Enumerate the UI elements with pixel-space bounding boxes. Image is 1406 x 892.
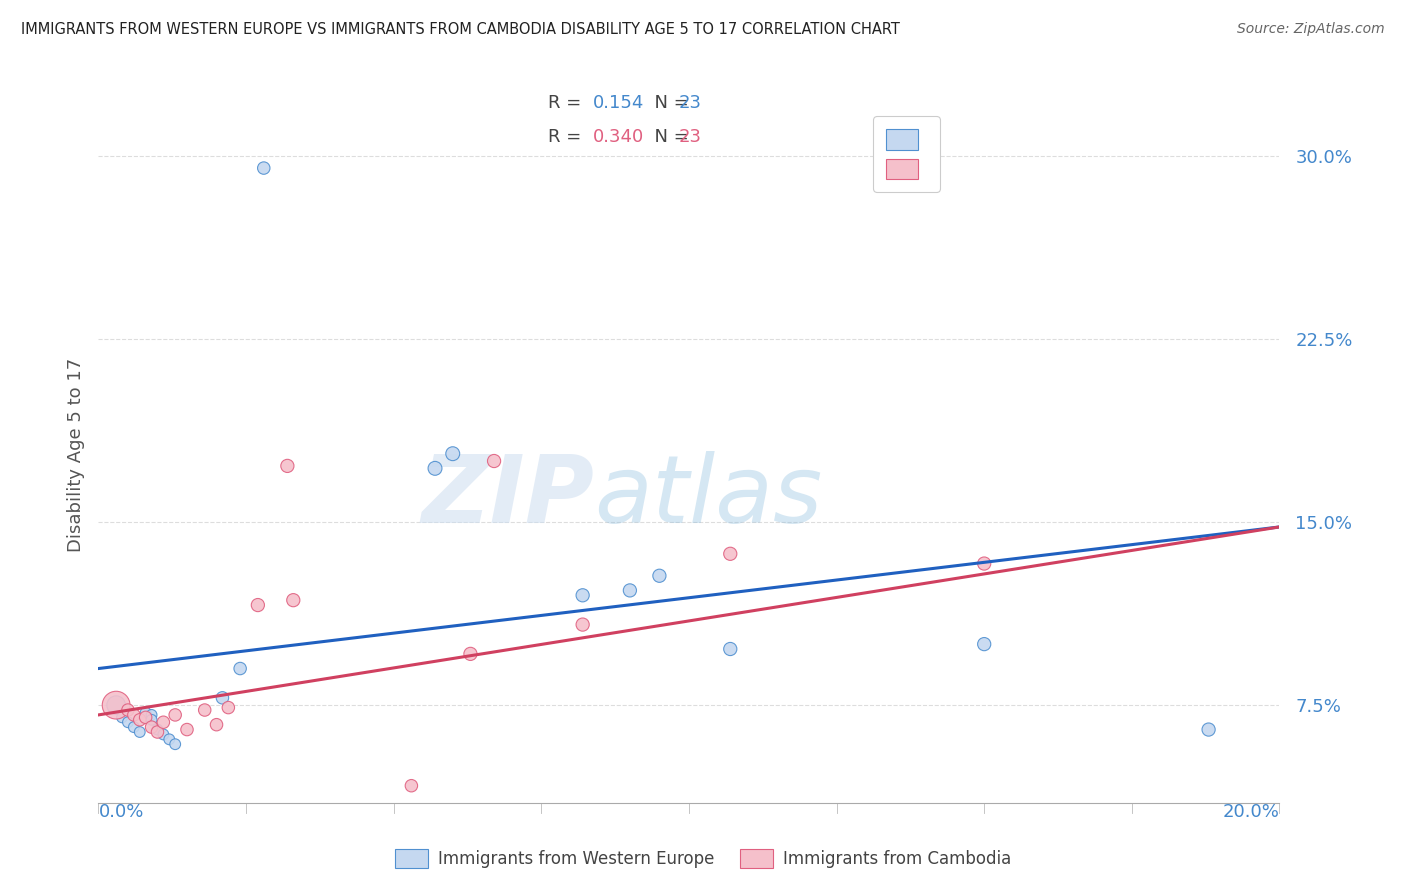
Text: 23: 23 [679,128,702,145]
Text: atlas: atlas [595,451,823,542]
Point [105,698,128,713]
Point [135,706,157,720]
Point [973,557,995,571]
Point [135,710,157,724]
Point [141,713,163,727]
Point [217,700,239,714]
Point [441,447,464,461]
Point [205,717,228,731]
Point [283,593,305,607]
Point [718,547,741,561]
Point [648,568,671,582]
Point [128,725,150,739]
Point [165,737,187,751]
Point [117,703,139,717]
Point [176,723,198,737]
Text: Source: ZipAtlas.com: Source: ZipAtlas.com [1237,22,1385,37]
Point [460,647,482,661]
Text: 0.340: 0.340 [593,128,644,145]
Point [229,661,252,675]
Text: ZIP: ZIP [422,450,595,542]
Y-axis label: Disability Age 5 to 17: Disability Age 5 to 17 [66,358,84,552]
Point [146,725,169,739]
Point [122,720,145,734]
Point [165,707,187,722]
Text: 0.154: 0.154 [593,94,645,112]
Point [152,715,174,730]
Text: 0.0%: 0.0% [98,803,143,821]
Point [146,723,169,737]
Text: N =: N = [643,94,695,112]
Point [105,698,128,713]
Point [111,710,134,724]
Point [401,779,423,793]
Point [482,454,505,468]
Point [152,727,174,741]
Point [253,161,276,175]
Point [194,703,217,717]
Text: 23: 23 [679,94,702,112]
Legend: Immigrants from Western Europe, Immigrants from Cambodia: Immigrants from Western Europe, Immigran… [388,842,1018,875]
Point [423,461,446,475]
Point [141,707,163,722]
Text: R =: R = [548,128,588,145]
Point [571,588,593,602]
Point [276,458,298,473]
Point [122,707,145,722]
Point [246,598,269,612]
Point [1198,723,1220,737]
Point [128,713,150,727]
Point [718,642,741,657]
Text: 20.0%: 20.0% [1223,803,1279,821]
Text: N =: N = [643,128,695,145]
Legend: , : , [873,116,939,192]
Point [117,715,139,730]
Point [211,690,233,705]
Point [619,583,641,598]
Point [157,732,180,747]
Text: R =: R = [548,94,588,112]
Point [571,617,593,632]
Point [973,637,995,651]
Point [141,720,163,734]
Text: IMMIGRANTS FROM WESTERN EUROPE VS IMMIGRANTS FROM CAMBODIA DISABILITY AGE 5 TO 1: IMMIGRANTS FROM WESTERN EUROPE VS IMMIGR… [21,22,900,37]
